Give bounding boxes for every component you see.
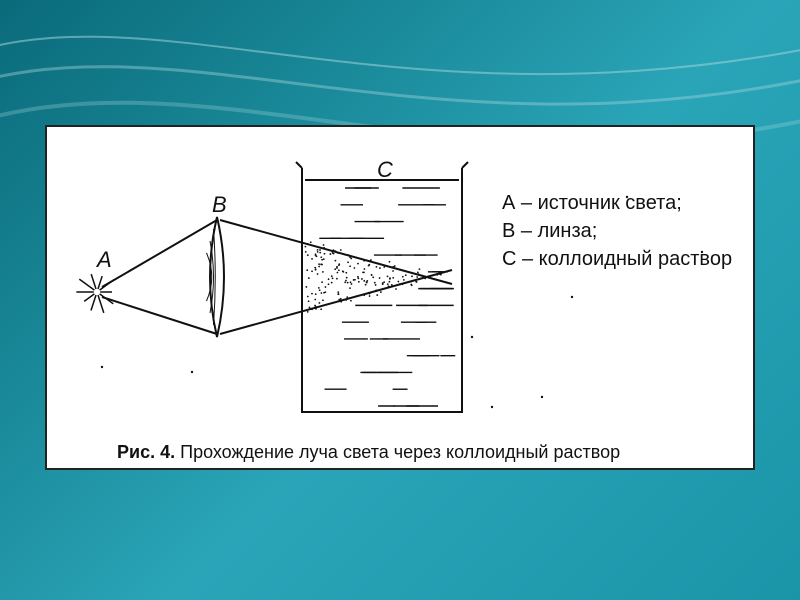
label-a: A <box>97 247 112 273</box>
label-c: C <box>377 157 393 183</box>
legend-item: В – линза; <box>502 220 597 243</box>
caption-text: Прохождение луча света через коллоидный … <box>180 442 620 462</box>
legend-item: А – источник света; <box>502 192 682 215</box>
figure-caption: Рис. 4. Прохождение луча света через кол… <box>117 442 620 463</box>
slide-root: А – источник света; В – линза; С – коллоид… <box>0 0 800 600</box>
legend-item: С – коллоидный раствор <box>502 248 732 271</box>
label-b: B <box>212 192 227 218</box>
figure-panel: А – источник света; В – линза; С – коллоид… <box>45 125 755 470</box>
caption-prefix: Рис. 4. <box>117 442 175 462</box>
diagram-svg <box>47 127 757 472</box>
